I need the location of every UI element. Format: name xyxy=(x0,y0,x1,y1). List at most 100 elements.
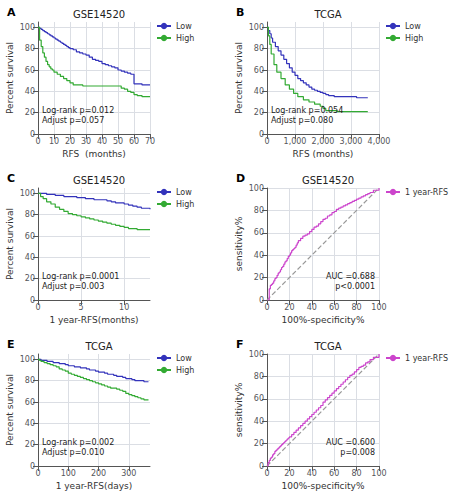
svg-text:100: 100 xyxy=(20,189,35,198)
svg-text:40: 40 xyxy=(254,87,264,96)
svg-text:20: 20 xyxy=(25,108,35,117)
svg-text:Adjust p=0.057: Adjust p=0.057 xyxy=(42,116,104,125)
svg-text:RFS (months): RFS (months) xyxy=(293,149,354,159)
svg-text:40: 40 xyxy=(307,303,317,312)
svg-text:0: 0 xyxy=(264,137,269,146)
svg-text:20: 20 xyxy=(254,108,264,117)
svg-text:80: 80 xyxy=(25,376,35,385)
svg-text:1 year-RFS(days): 1 year-RFS(days) xyxy=(56,481,133,491)
svg-text:TCGA: TCGA xyxy=(84,341,112,352)
svg-text:Log-rank p=0.0001: Log-rank p=0.0001 xyxy=(42,272,119,281)
svg-text:1 year-RFS: 1 year-RFS xyxy=(405,354,448,363)
svg-text:1 year-RFS(months): 1 year-RFS(months) xyxy=(49,315,138,325)
svg-text:Log-rank p=0.012: Log-rank p=0.012 xyxy=(42,106,114,115)
svg-text:80: 80 xyxy=(254,44,264,53)
svg-text:30: 30 xyxy=(81,137,91,146)
svg-text:Low: Low xyxy=(176,22,192,31)
svg-text:E: E xyxy=(7,338,15,351)
svg-text:100: 100 xyxy=(20,355,35,364)
svg-text:GSE14520: GSE14520 xyxy=(302,175,354,186)
svg-text:High: High xyxy=(176,366,194,375)
svg-text:p<0.0001: p<0.0001 xyxy=(335,282,375,291)
svg-text:20: 20 xyxy=(284,303,294,312)
svg-text:60: 60 xyxy=(254,394,264,403)
svg-text:D: D xyxy=(236,172,245,185)
svg-text:80: 80 xyxy=(254,206,264,215)
svg-text:50: 50 xyxy=(113,137,123,146)
svg-text:0: 0 xyxy=(264,469,269,478)
svg-text:Log-rank p=0.054: Log-rank p=0.054 xyxy=(271,106,343,115)
svg-text:0: 0 xyxy=(35,303,40,312)
svg-text:1 year-RFS: 1 year-RFS xyxy=(405,188,448,197)
svg-text:0: 0 xyxy=(259,296,264,305)
svg-text:Adjust p=0.080: Adjust p=0.080 xyxy=(271,116,333,125)
svg-text:10: 10 xyxy=(119,303,129,312)
svg-text:100: 100 xyxy=(249,184,264,193)
svg-text:60: 60 xyxy=(25,66,35,75)
svg-text:80: 80 xyxy=(352,469,362,478)
svg-text:300: 300 xyxy=(121,469,136,478)
svg-text:100: 100 xyxy=(249,23,264,32)
svg-text:80: 80 xyxy=(25,44,35,53)
svg-text:3,000: 3,000 xyxy=(340,137,363,146)
svg-text:Low: Low xyxy=(176,188,192,197)
svg-text:sensitivity%: sensitivity% xyxy=(234,216,244,271)
svg-text:B: B xyxy=(236,6,244,19)
svg-text:Adjust p=0.003: Adjust p=0.003 xyxy=(42,282,104,291)
svg-text:60: 60 xyxy=(129,137,139,146)
svg-text:TCGA: TCGA xyxy=(313,9,341,20)
svg-text:p=0.008: p=0.008 xyxy=(340,448,375,457)
svg-text:200: 200 xyxy=(91,469,106,478)
svg-text:2,000: 2,000 xyxy=(312,137,335,146)
svg-text:0: 0 xyxy=(35,137,40,146)
svg-text:100: 100 xyxy=(249,350,264,359)
svg-text:F: F xyxy=(236,338,244,351)
svg-text:40: 40 xyxy=(254,251,264,260)
svg-text:40: 40 xyxy=(97,137,107,146)
svg-text:Low: Low xyxy=(176,354,192,363)
svg-text:High: High xyxy=(176,34,194,43)
svg-text:RFS (months): RFS (months) xyxy=(62,149,126,159)
svg-text:40: 40 xyxy=(307,469,317,478)
svg-text:20: 20 xyxy=(25,440,35,449)
svg-text:20: 20 xyxy=(254,439,264,448)
svg-text:40: 40 xyxy=(254,417,264,426)
svg-text:100%-specificity%: 100%-specificity% xyxy=(282,481,365,491)
svg-text:60: 60 xyxy=(25,398,35,407)
svg-text:0: 0 xyxy=(259,130,264,139)
svg-text:100: 100 xyxy=(20,23,35,32)
svg-text:60: 60 xyxy=(25,232,35,241)
svg-text:Adjust p=0.010: Adjust p=0.010 xyxy=(42,448,104,457)
svg-text:4,000: 4,000 xyxy=(368,137,391,146)
svg-text:AUC =0.600: AUC =0.600 xyxy=(326,438,375,447)
svg-text:0: 0 xyxy=(30,462,35,471)
svg-text:100: 100 xyxy=(61,469,76,478)
svg-text:AUC =0.688: AUC =0.688 xyxy=(326,272,375,281)
svg-text:TCGA: TCGA xyxy=(313,341,341,352)
svg-text:60: 60 xyxy=(329,469,339,478)
svg-text:GSE14520: GSE14520 xyxy=(73,9,125,20)
svg-text:100: 100 xyxy=(371,469,386,478)
svg-text:Percent survival: Percent survival xyxy=(5,208,15,280)
svg-text:100%-specificity%: 100%-specificity% xyxy=(282,315,365,325)
svg-text:0: 0 xyxy=(259,462,264,471)
svg-text:Low: Low xyxy=(405,22,421,31)
svg-text:60: 60 xyxy=(254,66,264,75)
svg-text:100: 100 xyxy=(371,303,386,312)
svg-text:Log-rank p=0.002: Log-rank p=0.002 xyxy=(42,438,114,447)
svg-text:20: 20 xyxy=(25,274,35,283)
svg-text:A: A xyxy=(7,6,16,19)
svg-text:Percent survival: Percent survival xyxy=(234,42,244,114)
svg-text:5: 5 xyxy=(79,303,84,312)
svg-text:80: 80 xyxy=(352,303,362,312)
svg-text:High: High xyxy=(405,34,423,43)
svg-text:20: 20 xyxy=(284,469,294,478)
svg-text:20: 20 xyxy=(254,273,264,282)
svg-text:sensitivity%: sensitivity% xyxy=(234,382,244,437)
svg-text:40: 40 xyxy=(25,253,35,262)
svg-text:20: 20 xyxy=(65,137,75,146)
svg-text:60: 60 xyxy=(329,303,339,312)
svg-text:C: C xyxy=(7,172,15,185)
svg-text:10: 10 xyxy=(49,137,59,146)
svg-text:0: 0 xyxy=(264,303,269,312)
